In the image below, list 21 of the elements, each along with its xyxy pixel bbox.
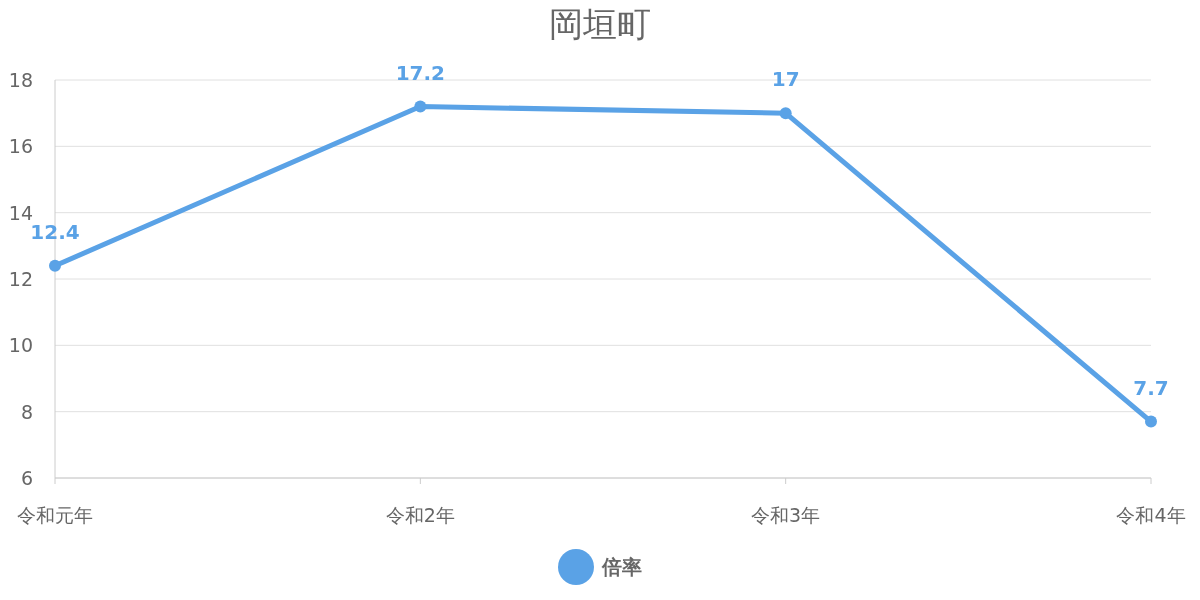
- point: [414, 100, 427, 113]
- y-tick-label: 18: [8, 69, 33, 91]
- data-label: 17: [771, 67, 800, 92]
- data-label: 7.7: [1133, 375, 1169, 400]
- y-tick-label: 8: [20, 400, 33, 423]
- point: [1145, 415, 1157, 428]
- y-tick-label: 14: [8, 201, 33, 224]
- y-tick-label: 16: [8, 135, 33, 158]
- legend-label: 倍率: [601, 555, 642, 579]
- chart-title: 岡垣町: [549, 4, 651, 44]
- y-tick-label: 6: [20, 467, 33, 489]
- data-label: 12.4: [30, 219, 80, 244]
- y-tick-label: 12: [8, 268, 33, 290]
- point: [49, 259, 61, 272]
- data-label: 17.2: [395, 60, 446, 85]
- x-tick-label: 令和元年: [17, 504, 93, 526]
- x-tick-label: 令和4年: [1116, 504, 1186, 526]
- x-tick-label: 令和2年: [385, 504, 455, 526]
- point: [779, 107, 792, 120]
- y-tick-label: 10: [8, 334, 33, 357]
- x-tick-label: 令和3年: [751, 504, 821, 526]
